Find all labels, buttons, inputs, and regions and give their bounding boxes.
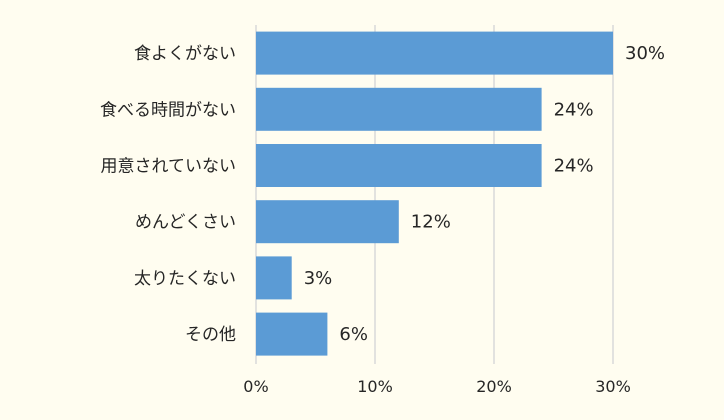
bar [256,87,542,131]
data-label: 12% [411,212,451,233]
category-label: 太りたくない [134,269,236,289]
bar [256,256,292,300]
data-label: 24% [554,156,594,177]
bar [256,144,542,187]
x-tick-label: 30% [595,377,631,396]
data-label: 24% [554,99,594,120]
x-tick-label: 20% [476,377,512,396]
gridlines [255,25,614,364]
bars [256,31,613,356]
x-axis-tick-labels: 0% 10% 20% 30% [243,377,630,396]
category-label: 用意されていない [101,157,237,177]
bar [256,200,399,244]
category-label: 食よくがない [134,44,236,64]
bar [256,312,328,356]
data-label: 30% [625,43,665,64]
category-label: その他 [185,325,236,345]
category-label: 食べる時間がない [100,100,236,120]
category-label: めんどくさい [135,213,236,233]
x-tick-label: 0% [243,377,268,396]
data-label: 3% [304,268,333,289]
bar [256,31,613,75]
data-labels: 30% 24% 24% 12% 3% 6% [304,43,665,345]
data-label: 6% [339,324,368,345]
x-tick-label: 10% [357,377,393,396]
